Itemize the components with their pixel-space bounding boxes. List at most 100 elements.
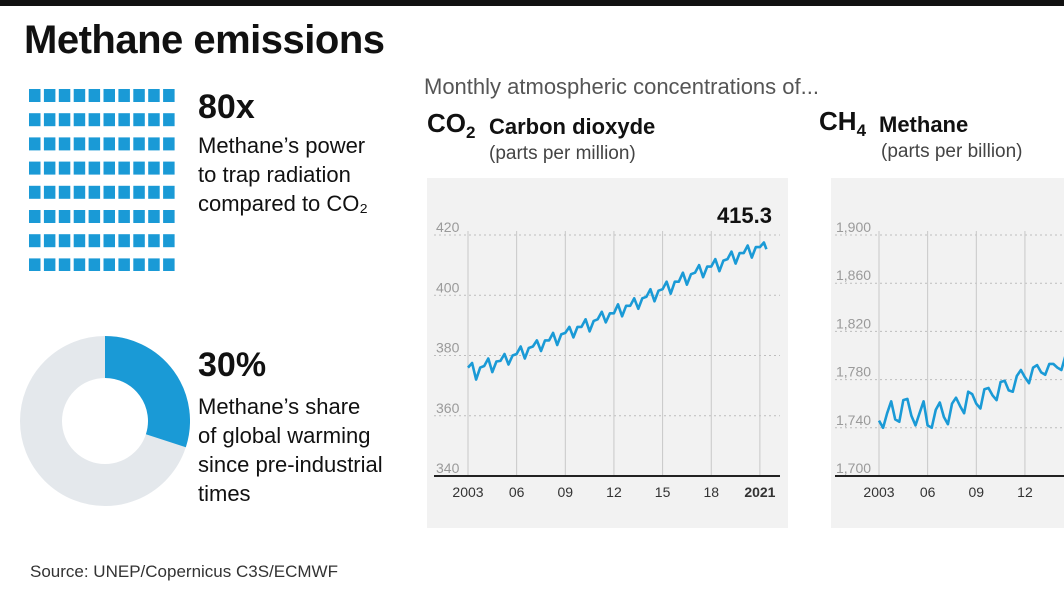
square-mark	[118, 89, 130, 102]
square-mark	[148, 234, 160, 248]
square-mark	[29, 234, 41, 248]
stat1-line: Methane’s power	[198, 133, 366, 158]
square-mark	[43, 210, 56, 223]
square-mark	[73, 89, 86, 102]
square-mark	[43, 161, 56, 175]
co2-ytick-label: 340	[436, 460, 460, 476]
square-mark	[103, 234, 115, 248]
stat2-line: since pre-industrial	[198, 452, 383, 477]
ch4-ytick-label: 1,820	[836, 315, 871, 331]
square-mark	[163, 89, 175, 102]
square-mark	[133, 137, 145, 151]
ch4-formula: CH4	[819, 106, 867, 141]
square-mark	[163, 258, 175, 271]
square-mark	[88, 210, 101, 223]
square-mark	[103, 113, 115, 127]
co2-xtick-label: 18	[703, 484, 719, 500]
square-mark	[103, 137, 115, 151]
square-mark	[148, 185, 160, 199]
square-mark	[163, 137, 175, 151]
square-mark	[133, 161, 145, 175]
square-mark	[133, 113, 145, 127]
square-mark	[43, 113, 56, 127]
stat2-line: Methane’s share	[198, 394, 361, 419]
donut-share-arc	[104, 336, 190, 448]
square-mark	[73, 161, 86, 175]
stat1-value: 80x	[198, 88, 255, 126]
square-mark	[103, 89, 115, 102]
square-mark	[43, 185, 56, 199]
ch4-name: Methane	[879, 112, 969, 137]
square-mark	[58, 234, 71, 248]
square-mark	[58, 113, 71, 127]
ch4-ytick-label: 1,860	[836, 267, 871, 283]
square-mark	[133, 185, 145, 199]
square-mark	[43, 258, 56, 271]
co2-xtick-label: 09	[558, 484, 574, 500]
square-mark	[163, 185, 175, 199]
co2-name: Carbon dioxyde	[489, 114, 656, 139]
stat2-description: Methane’s share of global warming since …	[198, 392, 383, 508]
square-mark	[29, 185, 41, 199]
square-mark	[148, 137, 160, 151]
chart-intro: Monthly atmospheric concentrations of...	[424, 74, 819, 99]
square-mark	[118, 161, 130, 175]
square-mark	[118, 113, 130, 127]
square-mark	[58, 210, 71, 223]
square-mark	[103, 185, 115, 199]
stat2-value: 30%	[198, 346, 267, 384]
co2-xtick-label: 06	[509, 484, 525, 500]
stat1-line: compared to CO₂	[198, 191, 368, 216]
square-mark	[148, 89, 160, 102]
co2-ytick-label: 420	[436, 219, 460, 235]
square-mark	[118, 234, 130, 248]
square-mark	[58, 185, 71, 199]
square-mark	[58, 137, 71, 151]
square-mark	[88, 161, 101, 175]
square-mark	[29, 113, 41, 127]
square-mark	[73, 210, 86, 223]
ch4-xtick-label: 06	[920, 484, 936, 500]
ch4-ytick-label: 1,700	[836, 460, 871, 476]
square-mark	[163, 234, 175, 248]
square-mark	[133, 258, 145, 271]
square-mark	[163, 113, 175, 127]
square-mark	[58, 161, 71, 175]
co2-xtick-label: 15	[655, 484, 671, 500]
co2-chart: 340 360 380 400 420 2003 06 09 12 15 18 2021 415.3	[434, 203, 780, 500]
squares-pictogram	[29, 89, 175, 271]
co2-series-line	[467, 241, 768, 381]
square-mark	[73, 234, 86, 248]
co2-chart-panel: 340 360 380 400 420 2003 06 09 12 15 18 2021 415.3	[427, 178, 788, 528]
square-mark	[88, 89, 101, 102]
co2-ytick-label: 400	[436, 279, 460, 295]
square-mark	[148, 258, 160, 271]
square-mark	[88, 113, 101, 127]
ch4-xtick-label: 2003	[863, 484, 894, 500]
stat1-description: Methane’s power to trap radiation compar…	[198, 131, 368, 218]
square-mark	[29, 161, 41, 175]
square-mark	[133, 210, 145, 223]
co2-xtick-label: 2003	[452, 484, 483, 500]
square-mark	[29, 258, 41, 271]
square-mark	[118, 258, 130, 271]
square-mark	[103, 210, 115, 223]
square-mark	[163, 161, 175, 175]
square-mark	[29, 137, 41, 151]
square-mark	[148, 161, 160, 175]
ch4-unit: (parts per billion)	[881, 141, 1023, 162]
square-mark	[88, 185, 101, 199]
square-mark	[88, 258, 101, 271]
square-mark	[58, 258, 71, 271]
co2-formula: CO2	[427, 108, 476, 143]
co2-xtick-label: 2021	[744, 484, 775, 500]
top-rule	[0, 0, 1064, 6]
ch4-ytick-label: 1,780	[836, 364, 871, 380]
stat2-line: times	[198, 481, 251, 506]
ch4-series-line	[877, 356, 1064, 430]
co2-unit: (parts per million)	[489, 143, 636, 164]
page-title: Methane emissions	[24, 18, 385, 62]
square-mark	[88, 234, 101, 248]
ch4-chart: 1,700 1,740 1,780 1,820 1,860 1,900 2003 06 09 12	[835, 219, 1064, 500]
square-mark	[103, 161, 115, 175]
